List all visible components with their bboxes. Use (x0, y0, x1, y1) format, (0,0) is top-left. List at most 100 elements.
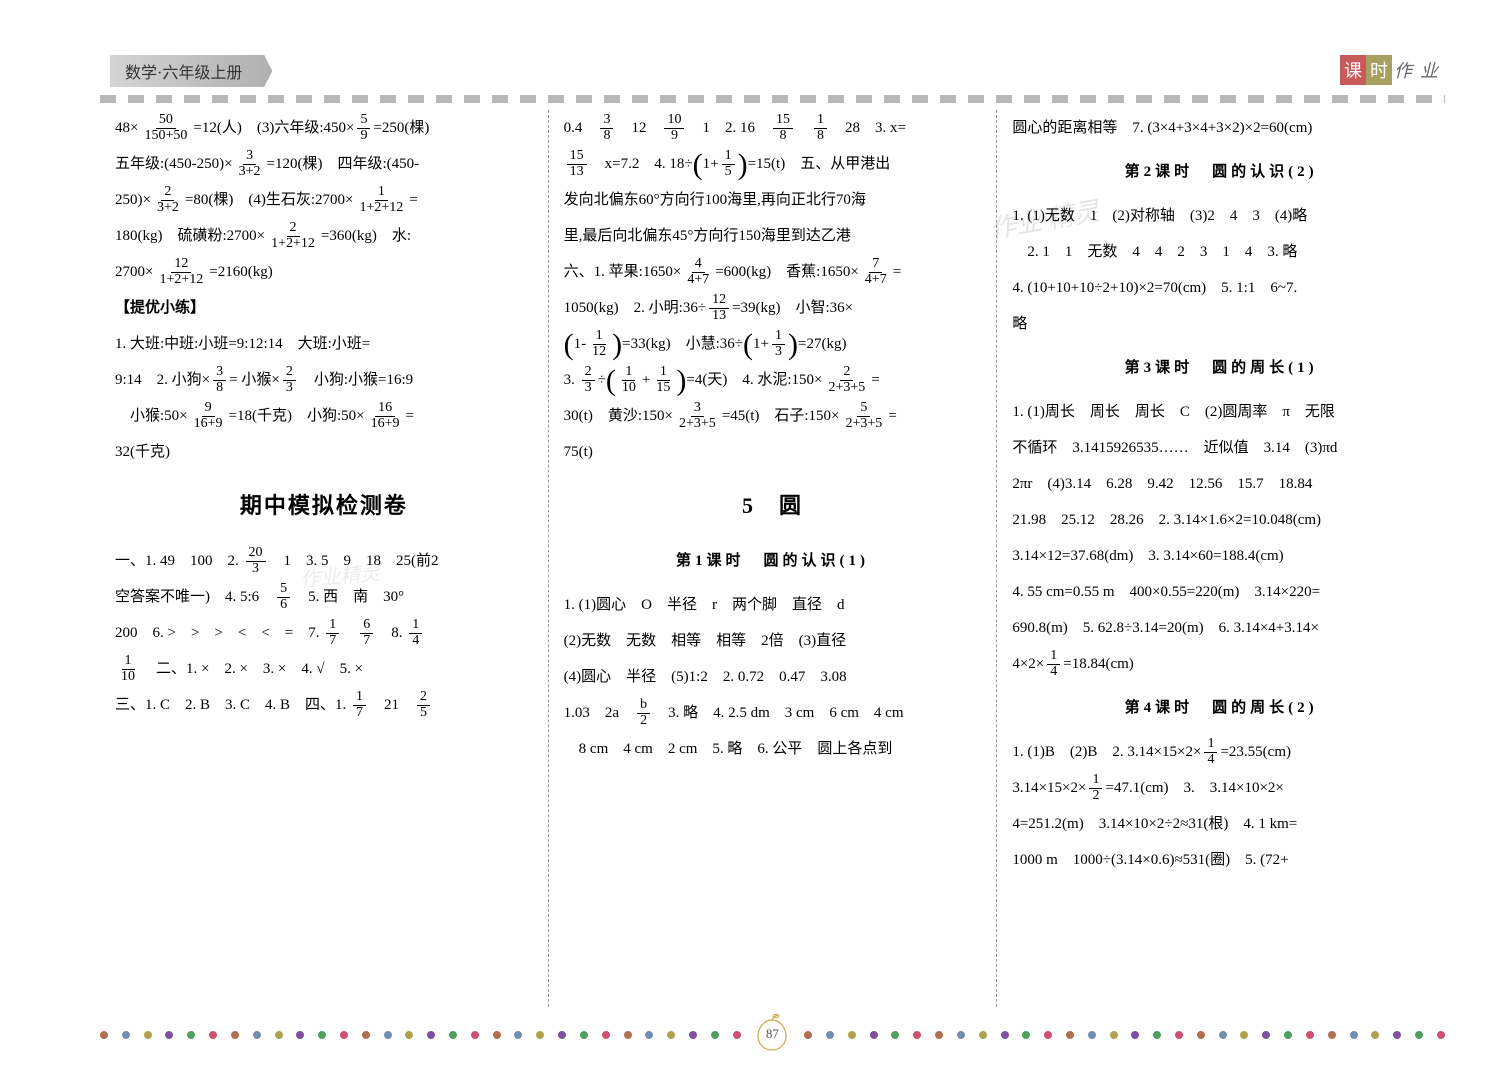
c1-line: 9:14 2. 小狗×38= 小猴×23 小狗:小猴=16:9 (115, 362, 533, 398)
footer-dot (471, 1031, 479, 1039)
page-header: 数学·六年级上册 课 时 作 业 (110, 55, 1440, 90)
c1-line: 180(kg) 硫磺粉:2700×21+2+12=360(kg) 水: (115, 218, 533, 254)
content-columns: 48×50150+50=12(人) (3)六年级:450×59=250(棵) 五… (100, 110, 1445, 1007)
footer-dot (275, 1031, 283, 1039)
footer-dot (689, 1031, 697, 1039)
c2-line: 75(t) (564, 434, 982, 470)
c3-line: 4=251.2(m) 3.14×10×2÷2≈31(根) 4. 1 km= (1012, 806, 1430, 842)
c2-line: (2)无数 无数 相等 相等 2倍 (3)直径 (564, 623, 982, 659)
c1-line: 250)×23+2=80(棵) (4)生石灰:2700×11+2+12= (115, 182, 533, 218)
footer-dot (1110, 1031, 1118, 1039)
c3-line: 2πr (4)3.14 6.28 9.42 12.56 15.7 18.84 (1012, 466, 1430, 502)
c2-line: 1. (1)圆心 O 半径 r 两个脚 直径 d (564, 587, 982, 623)
footer-dot (1219, 1031, 1227, 1039)
c2-line: 0.4 38 12 109 1 2. 16 158 18 28 3. x= (564, 110, 982, 146)
footer-dot (449, 1031, 457, 1039)
lesson-2-title: 第2课时 圆的认识(2) (1012, 154, 1430, 190)
c3-line: 690.8(m) 5. 62.8÷3.14=20(m) 6. 3.14×4+3.… (1012, 610, 1430, 646)
lesson-3-title: 第3课时 圆的周长(1) (1012, 350, 1430, 386)
column-2: 0.4 38 12 109 1 2. 16 158 18 28 3. x= 15… (549, 110, 998, 1007)
footer-dot (1262, 1031, 1270, 1039)
c2-line: 发向北偏东60°方向行100海里,再向正北行70海 (564, 182, 982, 218)
footer-dot (957, 1031, 965, 1039)
footer-dot (384, 1031, 392, 1039)
footer-dot (1001, 1031, 1009, 1039)
page-footer: 87 (100, 1012, 1445, 1057)
footer-dot (645, 1031, 653, 1039)
footer-dot (1022, 1031, 1030, 1039)
c1-line: 五年级:(450-250)×33+2=120(棵) 四年级:(450- (115, 146, 533, 182)
c1-line: 48×50150+50=12(人) (3)六年级:450×59=250(棵) (115, 110, 533, 146)
footer-dot (1197, 1031, 1205, 1039)
c3-line: 1000 m 1000÷(3.14×0.6)≈531(圈) 5. (72+ (1012, 842, 1430, 878)
footer-dot (1415, 1031, 1423, 1039)
section-5-title: 5 圆 (564, 480, 982, 533)
footer-dot (209, 1031, 217, 1039)
footer-dot (558, 1031, 566, 1039)
c1-line: 2700×121+2+12=2160(kg) (115, 254, 533, 290)
c1-line: 32(千克) (115, 434, 533, 470)
c3-line: 4. (10+10+10÷2+10)×2=70(cm) 5. 1:1 6~7. (1012, 270, 1430, 306)
c1-line: 110 二、1. × 2. × 3. × 4. √ 5. × (115, 651, 533, 687)
c2-line: 1.03 2a b2 3. 略 4. 2.5 dm 3 cm 6 cm 4 cm (564, 695, 982, 731)
header-right-badge: 课 时 作 业 (1340, 55, 1440, 85)
footer-dot (913, 1031, 921, 1039)
c2-line: (1-112)=33(kg) 小慧:36÷(1+13)=27(kg) (564, 326, 982, 362)
c3-line: 3.14×12=37.68(dm) 3. 3.14×60=188.4(cm) (1012, 538, 1430, 574)
c1-line: 200 6. > > > < < = 7. 17 67 8. 14 (115, 615, 533, 651)
footer-dots: 87 (100, 1012, 1445, 1057)
footer-dot (122, 1031, 130, 1039)
header-dash-line (100, 95, 1445, 103)
page-number-wrap: 87 (754, 1012, 790, 1057)
footer-dot (804, 1031, 812, 1039)
c1-line: 1. 大班:中班:小班=9:12:14 大班:小班= (115, 326, 533, 362)
footer-dot (602, 1031, 610, 1039)
footer-dot (100, 1031, 108, 1039)
footer-dot (514, 1031, 522, 1039)
footer-dot (253, 1031, 261, 1039)
c2-line: 六、1. 苹果:1650×44+7=600(kg) 香蕉:1650×74+7= (564, 254, 982, 290)
c3-line: 4×2×14=18.84(cm) (1012, 646, 1430, 682)
footer-dot (667, 1031, 675, 1039)
footer-dot (362, 1031, 370, 1039)
footer-dot (1284, 1031, 1292, 1039)
footer-dot (1371, 1031, 1379, 1039)
footer-dot (340, 1031, 348, 1039)
footer-dot (405, 1031, 413, 1039)
c3-line: 不循环 3.1415926535…… 近似值 3.14 (3)πd (1012, 430, 1430, 466)
footer-dot (1437, 1031, 1445, 1039)
footer-dot (711, 1031, 719, 1039)
c1-tiyu: 【提优小练】 (115, 290, 533, 326)
column-3: 圆心的距离相等 7. (3×4+3×4+3×2)×2=60(cm) 第2课时 圆… (997, 110, 1445, 1007)
footer-dot (144, 1031, 152, 1039)
badge-char-1: 课 (1340, 55, 1366, 85)
c1-line: 空答案不唯一) 4. 5:6 56 5. 西 南 30° (115, 579, 533, 615)
footer-dot (891, 1031, 899, 1039)
footer-dot (826, 1031, 834, 1039)
footer-dot (187, 1031, 195, 1039)
c2-line: (4)圆心 半径 (5)1:2 2. 0.72 0.47 3.08 (564, 659, 982, 695)
footer-dot (580, 1031, 588, 1039)
c2-line: 3. 23÷(110+115)=4(天) 4. 水泥:150×22+3+5= (564, 362, 982, 398)
c3-line: 圆心的距离相等 7. (3×4+3×4+3×2)×2=60(cm) (1012, 110, 1430, 146)
footer-dot (1131, 1031, 1139, 1039)
c3-line: 2. 1 1 无数 4 4 2 3 1 4 3. 略 (1012, 234, 1430, 270)
header-left-title: 数学·六年级上册 (110, 55, 272, 87)
c3-line: 1. (1)周长 周长 周长 C (2)圆周率 π 无限 (1012, 394, 1430, 430)
footer-dot (979, 1031, 987, 1039)
fraction: 50150+50 (141, 113, 190, 143)
c3-line: 21.98 25.12 28.26 2. 3.14×1.6×2=10.048(c… (1012, 502, 1430, 538)
footer-dot (1306, 1031, 1314, 1039)
badge-char-2: 时 (1366, 55, 1392, 85)
page-number: 87 (766, 1026, 779, 1042)
footer-dot (1044, 1031, 1052, 1039)
footer-dot (231, 1031, 239, 1039)
footer-dot (870, 1031, 878, 1039)
footer-dot (848, 1031, 856, 1039)
c3-line: 1. (1)无数 1 (2)对称轴 (3)2 4 3 (4)略 (1012, 198, 1430, 234)
footer-dot (1240, 1031, 1248, 1039)
c1-line: 三、1. C 2. B 3. C 4. B 四、1. 17 21 25 (115, 687, 533, 723)
footer-dot (1153, 1031, 1161, 1039)
footer-dot (624, 1031, 632, 1039)
footer-dot (1328, 1031, 1336, 1039)
